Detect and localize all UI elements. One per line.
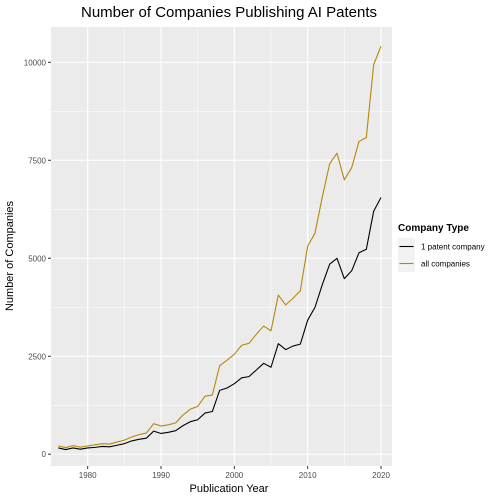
y-tick-label: 7500 (28, 156, 46, 165)
y-tick-label: 2500 (28, 352, 46, 361)
legend-title: Company Type (398, 223, 469, 234)
y-axis-label: Number of Companies (4, 200, 16, 311)
x-tick-label: 2020 (372, 471, 390, 480)
x-tick-label: 2000 (225, 471, 243, 480)
plot-panel (51, 27, 392, 466)
y-tick-label: 0 (42, 450, 47, 459)
x-axis-label: Publication Year (190, 483, 269, 495)
legend: Company Type 1 patent company all compani… (398, 223, 485, 272)
x-tick-label: 1990 (152, 471, 170, 480)
x-tick-label: 2010 (299, 471, 317, 480)
y-tick-label: 10000 (24, 58, 47, 67)
legend-label: all companies (421, 260, 470, 269)
chart-title: Number of Companies Publishing AI Patent… (81, 4, 377, 21)
legend-label: 1 patent company (421, 243, 485, 252)
x-tick-label: 1980 (79, 471, 97, 480)
y-tick-label: 5000 (28, 254, 46, 263)
